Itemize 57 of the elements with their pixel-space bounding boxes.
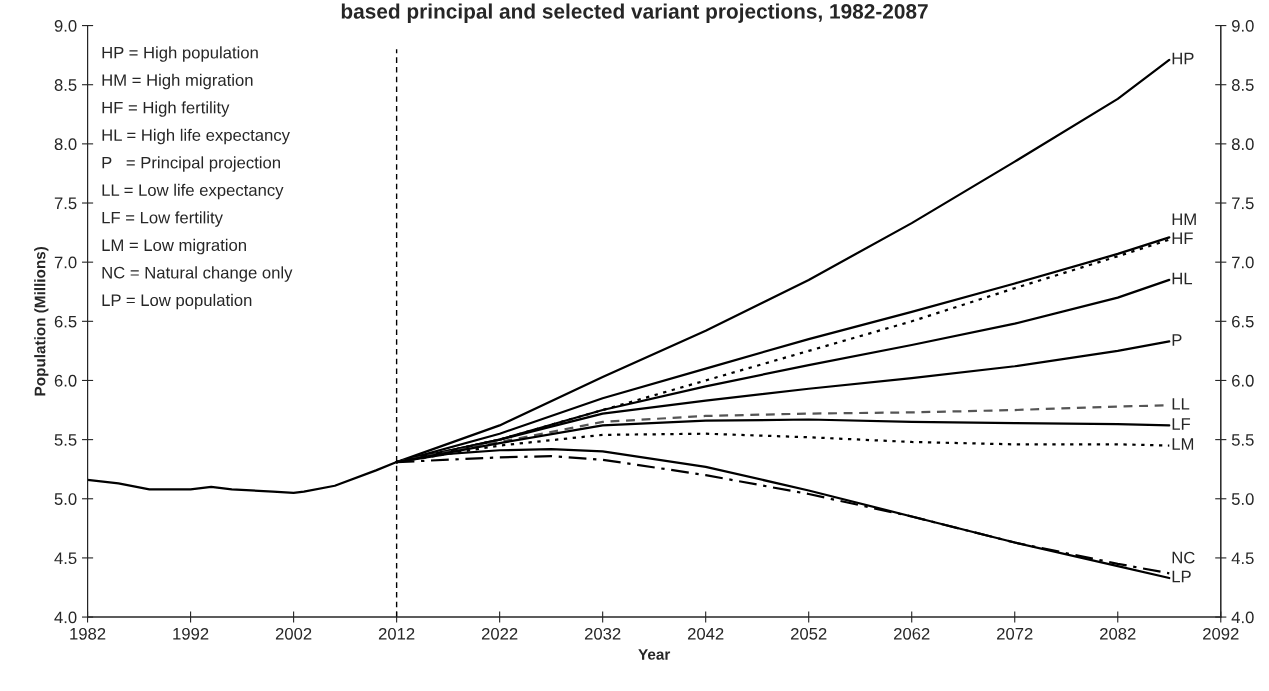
series-label: P (1172, 334, 1182, 346)
chart-title: based principal and selected variant projections, 1982-2087 (341, 3, 928, 23)
x-tick-label: 2052 (791, 627, 827, 640)
annotation: NC = Natural change only (102, 266, 293, 282)
y-tick-label: 8.5 (54, 79, 77, 91)
series-label: LF (1172, 418, 1191, 430)
y-tick-label: 6.0 (54, 374, 77, 387)
annotation: HL = High life expectancy (102, 128, 290, 145)
series-label: HM (1172, 213, 1196, 225)
y-tick-label: 8.0 (54, 138, 77, 151)
series-label: LP (1172, 570, 1191, 583)
y-tick-label: 4.0 (54, 611, 77, 624)
y2-tick-label: 6.5 (1232, 315, 1254, 328)
annotation: HF = High fertility (102, 101, 230, 117)
x-tick-label: 1982 (70, 627, 106, 640)
annotation: HP = High population (102, 46, 258, 62)
y-tick-label: 7.5 (54, 197, 77, 210)
y2-tick-label: 5.5 (1231, 434, 1254, 446)
x-tick-label: 1992 (173, 627, 209, 640)
x-tick-label: 2092 (1203, 627, 1239, 640)
x-tick-label: 2072 (997, 627, 1033, 640)
y2-tick-label: 4.5 (1231, 552, 1254, 565)
x-tick-label: 2042 (687, 627, 724, 640)
y-tick-label: 7.0 (54, 256, 77, 269)
x-tick-label: 2012 (378, 627, 415, 640)
annotation: HM = High migration (102, 73, 253, 90)
x-tick-label: 2002 (275, 627, 312, 640)
x-axis-title: Year (638, 649, 671, 660)
annotation: LF = Low fertility (102, 211, 223, 227)
x-tick-label: 2062 (894, 627, 930, 640)
y2-tick-label: 9.0 (1231, 19, 1254, 32)
y-axis-title: Population (Millions) (34, 246, 49, 396)
y2-tick-label: 7.0 (1232, 256, 1254, 269)
x-tick-label: 2032 (584, 627, 621, 640)
annotation: LP = Low population (102, 293, 252, 310)
series-label: HP (1172, 52, 1194, 65)
annotation: LL = Low life expectancy (102, 183, 284, 200)
y2-tick-label: 6.0 (1232, 374, 1254, 387)
series-label: NC (1172, 551, 1195, 564)
series-label: HF (1172, 232, 1193, 244)
y2-tick-label: 5.0 (1231, 493, 1254, 505)
y-tick-label: 5.5 (54, 434, 77, 446)
y2-tick-label: 8.0 (1231, 138, 1254, 151)
annotation: LM = Low migration (102, 238, 246, 255)
y-tick-label: 9.0 (54, 19, 77, 32)
y2-tick-label: 7.5 (1232, 197, 1254, 210)
y2-tick-label: 8.5 (1231, 79, 1254, 91)
y-tick-label: 4.5 (54, 552, 77, 565)
y-tick-label: 5.0 (54, 493, 77, 505)
annotation: P = Principal projection (102, 156, 280, 172)
y-tick-label: 6.5 (54, 315, 77, 328)
y2-tick-label: 4.0 (1231, 611, 1254, 624)
series-label: LL (1172, 398, 1190, 410)
x-tick-label: 2022 (481, 627, 518, 640)
series-label: HL (1172, 272, 1193, 285)
x-tick-label: 2082 (1100, 627, 1136, 640)
series-label: LM (1172, 438, 1194, 450)
